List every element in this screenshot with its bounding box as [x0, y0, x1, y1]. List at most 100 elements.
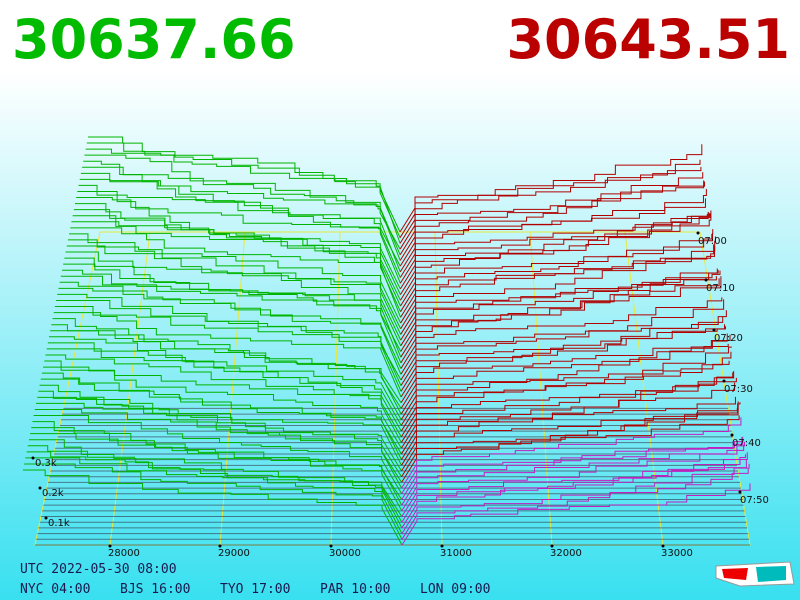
tick-dot — [696, 231, 700, 235]
ask-line — [399, 213, 708, 278]
bid-line — [83, 160, 401, 255]
ask-line — [400, 297, 723, 369]
ask-line — [400, 278, 720, 352]
time-label: 07:30 — [724, 384, 753, 395]
price-label: 28000 — [108, 548, 140, 559]
ask-line — [401, 415, 740, 477]
ask-line — [400, 324, 726, 386]
ask-line — [400, 299, 725, 381]
tick-dot — [704, 278, 708, 282]
ask-line — [400, 233, 713, 307]
bid-line — [59, 281, 402, 369]
ask-line — [400, 310, 727, 398]
ask-line — [400, 396, 736, 455]
ask-line — [399, 144, 703, 244]
volume-label: 0.3k — [35, 458, 57, 469]
tick-dot — [440, 544, 444, 548]
volume-label: 0.1k — [48, 518, 70, 529]
ask-line — [399, 172, 704, 250]
price-label: 29000 — [218, 548, 250, 559]
bid-line — [67, 239, 402, 329]
ask-line — [401, 468, 749, 534]
zone-time: TYO 17:00 — [220, 582, 290, 597]
ask-line — [399, 188, 707, 273]
bid-line — [56, 299, 402, 386]
ask-line — [399, 180, 705, 256]
tick-dot — [661, 544, 665, 548]
ask-line — [400, 351, 732, 426]
bid-line — [76, 197, 401, 290]
bid-line — [37, 396, 402, 477]
bid-line — [80, 172, 401, 267]
3d-glasses-icon — [715, 561, 795, 587]
ask-line — [399, 166, 702, 238]
ask-line — [401, 463, 750, 540]
bid-line — [73, 209, 401, 301]
ask-price: 30643.51 — [506, 8, 790, 71]
ask-line — [400, 333, 728, 403]
ask-line — [401, 452, 748, 529]
bid-line — [71, 221, 401, 312]
price-label: 31000 — [440, 548, 472, 559]
time-label: 07:40 — [732, 438, 761, 449]
tick-dot — [38, 486, 42, 490]
tick-dot — [329, 544, 333, 548]
ask-line — [400, 346, 732, 432]
bid-line — [34, 408, 403, 489]
ask-line — [400, 360, 730, 415]
bid-price: 30637.66 — [12, 8, 296, 71]
ask-line — [400, 382, 736, 449]
ask-line — [401, 437, 743, 495]
bid-line — [79, 178, 401, 273]
ask-line — [401, 454, 746, 517]
bid-line — [65, 251, 402, 341]
bid-line — [72, 215, 401, 307]
volume-label: 0.2k — [42, 488, 64, 499]
tick-dot — [738, 490, 742, 494]
zone-time: LON 09:00 — [420, 582, 490, 597]
ask-line — [400, 343, 729, 409]
ask-line — [401, 408, 738, 466]
price-label: 30000 — [329, 548, 361, 559]
bid-line — [63, 263, 402, 352]
bid-line — [23, 469, 403, 546]
zone-time: NYC 04:00 — [20, 582, 90, 597]
bid-line — [31, 427, 403, 506]
tick-dot — [108, 544, 112, 548]
ask-line — [401, 417, 742, 489]
tick-dot — [31, 456, 35, 460]
ask-line — [400, 334, 731, 421]
bid-line — [49, 336, 402, 421]
ask-line — [401, 436, 744, 500]
bid-line — [75, 203, 401, 295]
ask-line — [400, 270, 721, 358]
bid-line — [53, 312, 402, 398]
bid-line — [24, 463, 403, 540]
price-grid-line — [109, 231, 151, 546]
time-label: 07:50 — [740, 495, 769, 506]
tick-dot — [218, 544, 222, 548]
ask-line — [399, 198, 706, 267]
price-grid-line — [434, 231, 443, 546]
time-label: 07:20 — [714, 333, 743, 344]
time-label: 07:00 — [698, 236, 727, 247]
tick-dot — [730, 433, 734, 437]
bid-line — [77, 190, 401, 284]
ask-line — [399, 211, 709, 284]
depth-lines — [23, 136, 751, 546]
time-zones: NYC 04:00 BJS 16:00 TYO 17:00 PAR 10:00 LON … — [20, 582, 490, 597]
ask-line — [400, 316, 724, 375]
axis-labels: 28000 29000 30000 31000 32000 33000 07:00 07:10… — [31, 231, 769, 559]
ask-line — [401, 377, 737, 460]
ask-line — [399, 212, 710, 290]
ask-line — [400, 268, 718, 341]
ask-line — [400, 246, 716, 324]
bid-line — [60, 275, 402, 364]
tick-dot — [44, 516, 48, 520]
ask-line — [400, 236, 716, 330]
bid-line — [82, 166, 401, 261]
ask-line — [400, 276, 717, 335]
bid-line — [28, 439, 403, 517]
bid-line — [26, 451, 403, 529]
